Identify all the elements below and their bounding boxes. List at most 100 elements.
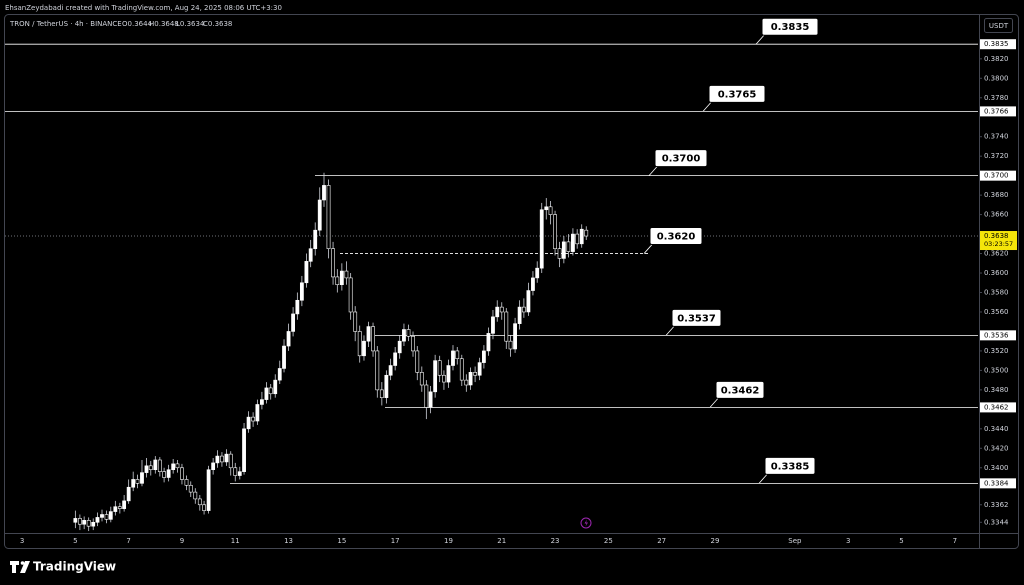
candle-body [162, 471, 167, 478]
candle-body [491, 316, 495, 334]
y-tick-label: 0.3720 [984, 152, 1009, 160]
y-tick-label: 0.3600 [984, 269, 1009, 277]
callout-box [761, 17, 819, 36]
x-tick-label: 3 [20, 537, 24, 545]
candle-body [415, 350, 420, 373]
candle-body [86, 520, 91, 527]
x-tick-label: Sep [788, 537, 802, 545]
candle-body [144, 465, 149, 473]
candle-body [402, 329, 406, 342]
x-tick-label: 29 [711, 537, 720, 545]
callout-box [649, 227, 703, 246]
y-tick-label: 0.3440 [984, 425, 1009, 433]
candle-body [188, 484, 193, 493]
candle-body [166, 469, 171, 478]
currency[interactable]: USDT [989, 22, 1009, 30]
alert-icon[interactable] [580, 517, 592, 529]
level-axis-label: 0.3384 [984, 479, 1009, 487]
level-axis-label: 0.3835 [984, 40, 1009, 48]
brand-logo[interactable]: TradingView [10, 560, 116, 574]
current-price-label: 0.3638 [984, 232, 1009, 240]
brand[interactable]: TradingView [33, 560, 116, 574]
candle-body [264, 387, 269, 400]
x-tick-label: 7 [126, 537, 130, 545]
alert-circle[interactable] [580, 517, 592, 529]
candle-body [455, 350, 460, 360]
level-axis-label: 0.3700 [984, 172, 1009, 180]
candle-body [379, 389, 384, 398]
callout-label: 0.3620 [657, 232, 696, 243]
candle-body [322, 185, 326, 201]
callout-label: 0.3462 [721, 385, 760, 396]
logo-t[interactable] [10, 561, 19, 573]
candle-body [286, 331, 291, 347]
candle-body [571, 233, 575, 252]
candle-body [313, 229, 318, 249]
candle-body [95, 517, 100, 523]
candle-body [104, 514, 109, 520]
candle-body [344, 270, 349, 279]
candle-body [348, 277, 353, 313]
candle-body [255, 404, 260, 422]
candle-body [91, 521, 96, 527]
candle-body [317, 199, 322, 231]
y-tick-label: 0.3362 [984, 501, 1009, 509]
candle-body [371, 326, 375, 352]
y-tick-label: 0.3780 [984, 94, 1009, 102]
header: EhsanZeydabadi created with TradingView.… [5, 4, 282, 12]
x-tick-label: 19 [444, 537, 453, 545]
x-tick-label: 9 [180, 537, 184, 545]
y-tick-label: 0.3660 [984, 211, 1009, 219]
callout-label: 0.3385 [771, 461, 810, 472]
candle-body [335, 276, 340, 286]
candle-body [273, 379, 278, 395]
y-tick-label: 0.3560 [984, 308, 1009, 316]
y-tick-label: 0.3680 [984, 191, 1009, 199]
candle-body [553, 214, 557, 249]
alert-bolt[interactable] [584, 519, 589, 527]
callout-leader [702, 102, 712, 112]
ohlc-close: C0.3638 [203, 20, 232, 28]
candle-body [291, 313, 295, 332]
level-axis-box [980, 170, 1016, 181]
candle-body [113, 506, 118, 512]
candle-body [122, 500, 127, 509]
candle-body [331, 248, 335, 278]
candle-body [117, 506, 122, 509]
x-tick-label: 27 [657, 537, 666, 545]
candle-body [521, 306, 526, 313]
y-tick-label: 0.3820 [984, 55, 1009, 63]
callout-leader [755, 34, 765, 45]
callout-box [715, 380, 765, 399]
y-tick-label: 0.3400 [984, 464, 1009, 472]
candle-body [499, 306, 504, 313]
candle-body [282, 345, 286, 369]
callout-label: 0.3835 [771, 22, 810, 33]
logo-v[interactable] [20, 561, 30, 573]
candle-body [251, 416, 256, 422]
candle-body [464, 379, 469, 386]
logo-dot[interactable] [20, 561, 25, 565]
candle-body [100, 514, 104, 518]
candle-body [295, 299, 300, 315]
candle-body [375, 350, 380, 391]
candle-body [131, 479, 136, 488]
currency-box[interactable] [984, 18, 1013, 33]
candle-body [171, 463, 176, 471]
ohlc-high: H0.3648 [149, 20, 179, 28]
x-tick-label: 25 [604, 537, 613, 545]
candle-body [548, 206, 553, 215]
callout-leader [709, 398, 719, 408]
candle-body [575, 233, 580, 245]
candle-body [406, 329, 411, 337]
callout-box [708, 84, 766, 103]
candle-body [82, 520, 87, 525]
candle-body [495, 306, 500, 318]
x-tick-label: 7 [953, 537, 957, 545]
callout-box [671, 308, 722, 327]
candle-body [175, 463, 180, 469]
callout-box [764, 456, 816, 475]
candle-body [539, 209, 544, 269]
level-axis-box [980, 330, 1016, 341]
callout-label: 0.3765 [718, 89, 757, 100]
